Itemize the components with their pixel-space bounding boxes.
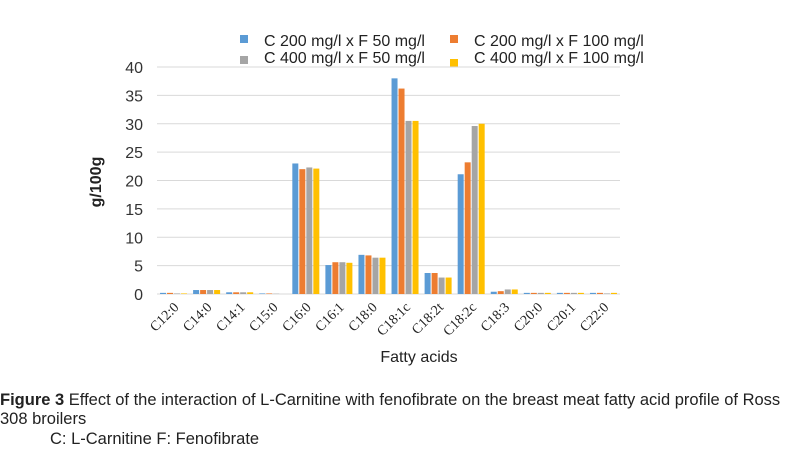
y-tick-label: 5 — [134, 259, 143, 276]
bar-c18-0-series-2 — [365, 255, 372, 294]
bar-c22-0-series-3 — [603, 293, 610, 294]
x-tick-label: C18:3 — [478, 300, 513, 335]
bar-c14-1-series-1 — [226, 292, 233, 294]
bar-c18-2c-series-4 — [478, 123, 485, 294]
x-tick-label: C20:0 — [511, 300, 546, 335]
bar-c14-0-series-1 — [193, 290, 200, 294]
x-tick-label: C18:2c — [441, 300, 480, 339]
bar-c18-2c-series-2 — [464, 162, 471, 294]
y-tick-label: 30 — [125, 117, 143, 134]
bar-c22-0-series-1 — [589, 292, 596, 294]
bar-c16-1-series-4 — [346, 262, 353, 294]
x-tick-label: C15:0 — [247, 300, 282, 335]
bar-c18-3-series-2 — [497, 291, 504, 294]
x-tick-label: C18:2t — [409, 300, 447, 338]
bar-c18-1c-series-1 — [391, 78, 398, 294]
bar-c20-1-series-3 — [570, 292, 577, 294]
bar-c15-0-series-1 — [259, 293, 266, 294]
bar-c20-1-series-4 — [577, 292, 584, 294]
bar-c18-3-series-4 — [511, 289, 518, 294]
y-tick-label: 10 — [125, 230, 143, 247]
bar-c18-1c-series-3 — [405, 120, 412, 294]
legend-swatch — [450, 59, 458, 67]
bar-c18-2t-series-3 — [438, 277, 445, 294]
bar-c12-0-series-1 — [160, 292, 167, 294]
legend-swatch — [240, 35, 248, 43]
legend-swatch — [240, 56, 248, 64]
bar-c16-1-series-3 — [339, 262, 346, 294]
x-tick-label: C20:1 — [544, 300, 579, 335]
x-axis-title: Fatty acids — [380, 349, 457, 366]
bar-c16-1-series-1 — [325, 265, 332, 294]
bar-c20-0-series-1 — [523, 292, 530, 294]
x-tick-label: C16:0 — [280, 300, 315, 335]
legend-label: C 400 mg/l x F 100 mg/l — [474, 50, 644, 67]
gridlines — [157, 66, 620, 295]
bar-chart: C 200 mg/l x F 50 mg/l C 200 mg/l x F 100… — [88, 33, 644, 366]
legend: C 200 mg/l x F 50 mg/l C 200 mg/l x F 100… — [240, 33, 644, 67]
bar-c15-0-series-2 — [266, 293, 273, 294]
x-tick-label: C14:0 — [181, 300, 216, 335]
bar-c20-0-series-4 — [544, 292, 551, 294]
legend-label: C 200 mg/l x F 50 mg/l — [264, 33, 425, 50]
figure-caption-text: Effect of the interaction of L-Carnitine… — [0, 391, 781, 428]
figure-caption: Figure 3 Effect of the interaction of L-… — [0, 391, 790, 429]
y-tick-label: 20 — [125, 174, 143, 191]
legend-label: C 400 mg/l x F 50 mg/l — [264, 50, 425, 67]
bar-c14-1-series-4 — [247, 292, 254, 294]
y-tick-label: 0 — [134, 287, 143, 304]
bar-c20-1-series-1 — [556, 292, 563, 294]
x-tick-label: C22:0 — [577, 300, 612, 335]
bar-c12-0-series-4 — [181, 293, 188, 294]
bar-c18-2c-series-1 — [457, 174, 464, 294]
bar-c18-2t-series-1 — [424, 273, 431, 294]
bar-c14-0-series-2 — [200, 290, 207, 294]
bar-c22-0-series-4 — [610, 292, 617, 294]
bar-c12-0-series-3 — [174, 293, 181, 294]
bar-c16-0-series-4 — [313, 168, 320, 294]
bar-c16-1-series-2 — [332, 262, 339, 294]
y-tick-label: 15 — [125, 202, 143, 219]
bar-c20-0-series-2 — [530, 292, 537, 294]
y-tick-label: 40 — [125, 60, 143, 77]
bar-c18-2t-series-4 — [445, 277, 452, 294]
y-axis-title: g/100g — [88, 157, 105, 208]
bar-c18-2t-series-2 — [431, 273, 438, 294]
x-tick-label: C14:1 — [214, 300, 249, 335]
y-tick-label: 35 — [125, 88, 143, 105]
legend-label: C 200 mg/l x F 100 mg/l — [474, 33, 644, 50]
bar-c16-0-series-2 — [299, 169, 306, 294]
x-tick-label: C16:1 — [313, 300, 348, 335]
bar-c18-1c-series-2 — [398, 88, 405, 294]
bar-c16-0-series-1 — [292, 163, 299, 294]
bar-c20-0-series-3 — [537, 292, 544, 294]
bar-c12-0-series-2 — [167, 292, 174, 294]
bar-c22-0-series-2 — [596, 292, 603, 294]
y-axis-ticks: 0 5 10 15 20 25 30 35 40 — [125, 60, 143, 304]
legend-swatch — [450, 35, 458, 43]
bar-c18-3-series-1 — [490, 291, 497, 294]
x-axis-labels: C12:0C14:0C14:1C15:0C16:0C16:1C18:0C18:1… — [148, 300, 613, 339]
bar-c14-1-series-2 — [233, 292, 240, 294]
bar-c18-1c-series-4 — [412, 120, 419, 294]
x-tick-label: C12:0 — [148, 300, 183, 335]
bar-c14-0-series-4 — [214, 290, 221, 294]
bar-c14-0-series-3 — [207, 290, 214, 294]
bar-c16-0-series-3 — [306, 167, 313, 294]
y-tick-label: 25 — [125, 145, 143, 162]
bar-c18-3-series-3 — [504, 289, 511, 294]
bar-c18-0-series-4 — [379, 257, 386, 294]
bar-c20-1-series-2 — [563, 292, 570, 294]
bar-c14-1-series-3 — [240, 292, 247, 294]
figure-label: Figure 3 — [0, 391, 65, 409]
bar-c18-0-series-3 — [372, 257, 379, 294]
bar-c18-0-series-1 — [358, 254, 365, 294]
bars — [160, 78, 617, 295]
bar-c18-2c-series-3 — [471, 126, 478, 295]
x-tick-label: C18:1c — [375, 300, 414, 339]
figure-caption-note: C: L-Carnitine F: Fenofibrate — [50, 430, 260, 448]
